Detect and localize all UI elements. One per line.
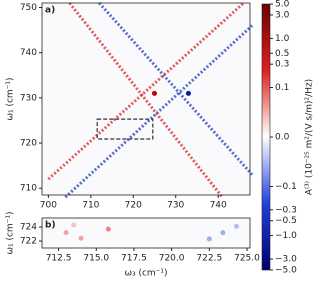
y-axis-label: ω₁ (cm⁻¹) [6, 77, 16, 120]
x-tick-label: 740 [210, 201, 227, 211]
x-tick-label: 730 [167, 201, 184, 211]
x-tick-label: 725.0 [234, 254, 260, 264]
x-tick-label: 710 [82, 201, 99, 211]
panel-label: b) [45, 221, 56, 231]
peak [185, 90, 191, 96]
colorbar [261, 3, 271, 271]
peak [233, 223, 239, 229]
y-axis-label: ω₁ (cm⁻¹) [6, 211, 16, 254]
y-tick-label: 750 [20, 3, 37, 13]
x-tick-label: 717.5 [121, 254, 147, 264]
peak [78, 235, 84, 241]
x-tick-label: 722.5 [196, 254, 222, 264]
colorbar-tick-label: 0.1 [275, 83, 289, 93]
y-tick-label: 720 [20, 139, 37, 149]
y-tick-label: 740 [20, 48, 37, 58]
x-tick-label: 720 [125, 201, 142, 211]
plot-area [42, 218, 250, 248]
colorbar-tick-label: −1.0 [275, 231, 297, 241]
y-tick-label: 730 [20, 93, 37, 103]
frame [41, 217, 251, 249]
zoom-box [96, 118, 154, 140]
peak [71, 222, 77, 228]
colorbar-tick-label: −0.5 [275, 216, 297, 226]
plot-area [42, 3, 250, 195]
colorbar-tick-label: 5.0 [275, 0, 290, 10]
colorbar-tick-label: −0.3 [275, 205, 297, 215]
x-tick-label: 700 [40, 201, 57, 211]
colorbar-tick-label: 0.3 [275, 60, 289, 70]
peak [151, 90, 157, 96]
feature-band [68, 2, 224, 199]
y-tick-label: 724 [20, 223, 37, 233]
colorbar-label: A⁽³⁾ (10⁻²⁵ m²/(V s/m)²/Hz) [305, 79, 315, 195]
colorbar-tick-label: 0.5 [275, 49, 289, 59]
colorbar-tick-label: −5.0 [275, 266, 297, 276]
x-tick-label: 715.0 [83, 254, 109, 264]
y-tick-label: 710 [20, 184, 37, 194]
peak [206, 236, 212, 242]
x-tick-label: 720.0 [159, 254, 185, 264]
frame [41, 2, 251, 196]
colorbar-tick-label: 0.0 [275, 133, 290, 143]
peak [220, 230, 226, 236]
colorbar-tick-label: 3.0 [275, 10, 290, 20]
colorbar-tick-label: −0.1 [275, 182, 297, 192]
x-tick-label: 712.5 [46, 254, 72, 264]
x-axis-label: ω₃ (cm⁻¹) [124, 269, 167, 279]
colorbar-tick-label: 1.0 [275, 34, 290, 44]
peak [105, 226, 111, 232]
colorbar-tick-label: −3.0 [275, 255, 297, 265]
panel-label: a) [45, 6, 55, 16]
y-tick-label: 722 [20, 237, 37, 247]
peak [63, 230, 69, 236]
